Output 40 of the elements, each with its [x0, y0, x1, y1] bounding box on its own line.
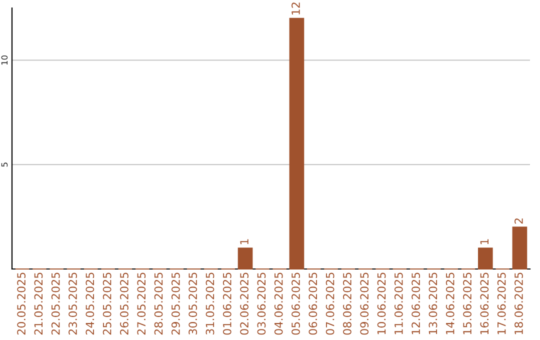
- x-tick-label: 13.06.2025: [428, 272, 438, 334]
- bar: [238, 248, 253, 270]
- data-label: 1: [240, 239, 248, 244]
- x-tick-label: 27.05.2025: [137, 272, 146, 335]
- x-tick-label: 01.06.2025: [222, 272, 232, 335]
- y-tick-label: 10: [1, 55, 8, 65]
- x-tick-label: 07.06.2025: [326, 272, 334, 335]
- data-label: 12: [292, 2, 300, 14]
- x-tick-label: 25.05.2025: [102, 272, 112, 335]
- x-tick-label: 04.06.2025: [274, 272, 283, 335]
- x-tick-label: 06.06.2025: [308, 272, 318, 335]
- x-tick-label: 22.05.2025: [51, 272, 60, 335]
- x-tick-label: 31.05.2025: [206, 272, 214, 335]
- x-tick-label: 09.06.2025: [360, 272, 369, 335]
- x-tick-label: 15.06.2025: [463, 272, 472, 334]
- x-tick-label: 05.06.2025: [292, 272, 300, 335]
- x-tick-label: 03.06.2025: [257, 272, 266, 335]
- x-tick-label: 26.05.2025: [120, 272, 128, 335]
- data-label: 2: [514, 218, 523, 224]
- x-tick-label: 14.06.2025: [446, 272, 454, 334]
- x-tick-label: 21.05.2025: [34, 272, 43, 335]
- x-tick-label: 20.05.2025: [17, 272, 26, 335]
- bar: [512, 226, 528, 270]
- x-tick-label: 17.06.2025: [497, 272, 506, 334]
- x-tick-label: 16.06.2025: [480, 272, 489, 334]
- x-tick-label: 23.05.2025: [68, 272, 77, 335]
- x-tick-label: 30.05.2025: [188, 272, 198, 335]
- x-tick-label: 18.06.2025: [514, 272, 523, 334]
- x-tick-label: 02.06.2025: [240, 272, 248, 335]
- bar: [289, 18, 304, 270]
- x-tick-label: 28.05.2025: [154, 272, 163, 335]
- x-tick-label: 29.05.2025: [171, 272, 180, 335]
- y-tick-label: 5: [1, 162, 8, 167]
- x-tick-label: 11.06.2025: [394, 272, 403, 334]
- x-tick-label: 08.06.2025: [343, 272, 352, 335]
- data-label: 1: [480, 239, 488, 244]
- x-tick-label: 24.05.2025: [86, 272, 94, 335]
- x-tick-label: 12.06.2025: [412, 272, 420, 334]
- bar: [478, 248, 493, 270]
- x-tick-label: 10.06.2025: [377, 272, 386, 334]
